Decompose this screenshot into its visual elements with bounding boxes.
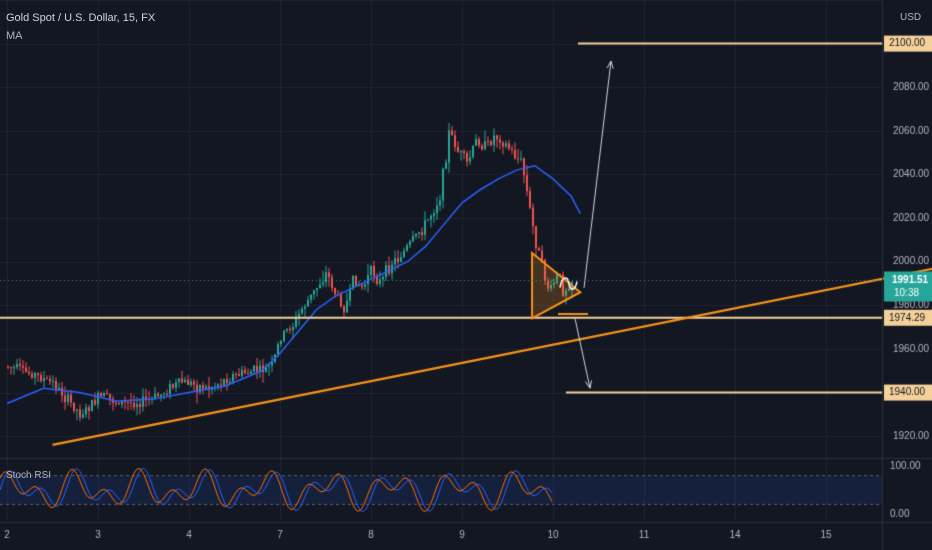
currency-label: USD	[900, 12, 922, 23]
symbol-legend: Gold Spot / U.S. Dollar, 15, FX	[6, 12, 156, 24]
ma-legend: MA	[6, 30, 23, 42]
stoch-rsi-legend: Stoch RSI	[6, 470, 52, 481]
